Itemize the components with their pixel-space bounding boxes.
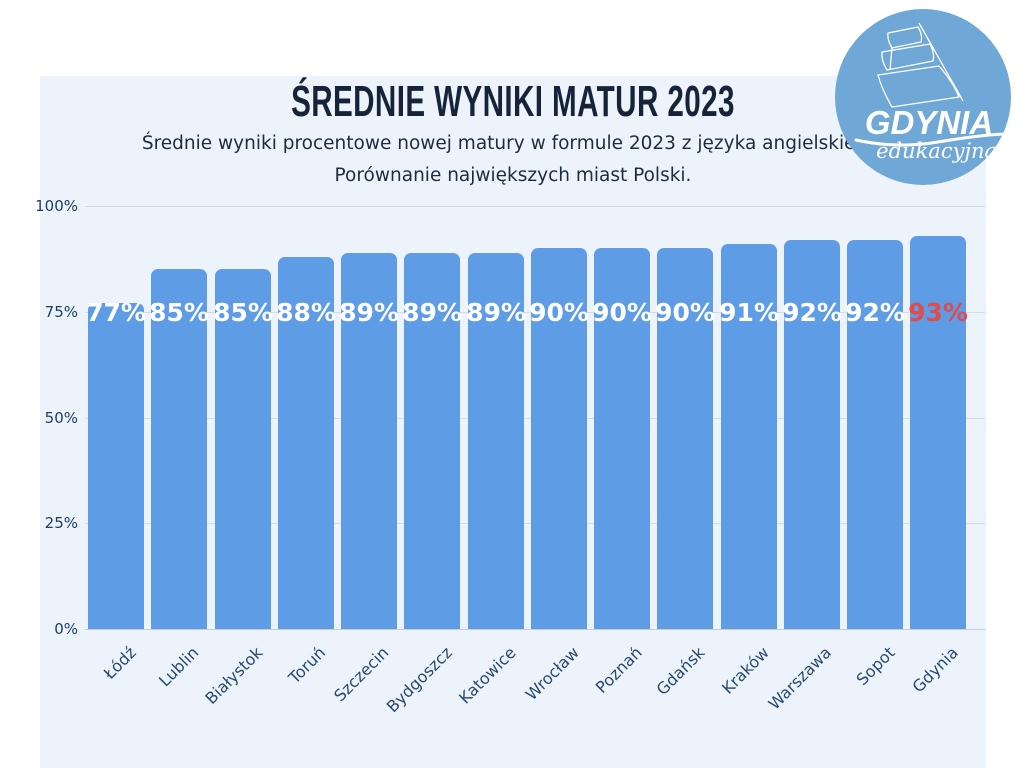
bar-value-label-wrocław: 90% bbox=[529, 298, 589, 327]
chart-panel: ŚREDNIE WYNIKI MATUR 2023 Średnie wyniki… bbox=[35, 76, 986, 768]
bar-białystok bbox=[215, 269, 271, 629]
x-axis-label-toruń: Toruń bbox=[285, 643, 330, 688]
bar-value-label-toruń: 88% bbox=[276, 298, 336, 327]
x-axis-label-łódź: Łódź bbox=[99, 643, 140, 683]
x-axis-label-wrocław: Wrocław bbox=[521, 643, 583, 705]
logo-wordmark: GDYNIA bbox=[865, 104, 993, 141]
bar-poznań bbox=[594, 248, 650, 629]
bar-value-label-kraków: 91% bbox=[719, 298, 779, 327]
y-axis-label-0pct: 0% bbox=[54, 620, 78, 638]
bar-wrocław bbox=[531, 248, 587, 629]
bar-lublin bbox=[151, 269, 207, 629]
bar-gdańsk bbox=[657, 248, 713, 629]
y-axis-label-50pct: 50% bbox=[44, 409, 78, 427]
bar-value-label-gdynia: 93% bbox=[908, 298, 968, 327]
bar-kraków bbox=[721, 244, 777, 629]
x-axis-label-lublin: Lublin bbox=[155, 643, 203, 691]
chart-title-text: ŚREDNIE WYNIKI MATUR 2023 bbox=[291, 78, 735, 127]
logo-tagline: edukacyjna bbox=[876, 139, 997, 163]
logo-circle bbox=[835, 9, 1011, 185]
bar-value-label-łódź: 77% bbox=[86, 298, 146, 327]
x-axis-label-poznań: Poznań bbox=[591, 643, 646, 697]
x-axis-label-bydgoszcz: Bydgoszcz bbox=[382, 643, 456, 717]
chart-subtitle: Średnie wyniki procentowe nowej matury w… bbox=[40, 128, 986, 192]
bar-gdynia bbox=[910, 236, 966, 629]
x-axis-label-sopot: Sopot bbox=[852, 643, 899, 690]
y-axis-label-75pct: 75% bbox=[44, 303, 78, 321]
x-axis-label-gdańsk: Gdańsk bbox=[652, 643, 709, 699]
x-axis-label-warszawa: Warszawa bbox=[765, 643, 836, 714]
x-axis-label-szczecin: Szczecin bbox=[330, 643, 393, 706]
subtitle-line-2: Porównanie największych miast Polski. bbox=[334, 165, 692, 186]
bar-łódź bbox=[88, 303, 144, 629]
bar-szczecin bbox=[341, 253, 397, 629]
x-axis-label-kraków: Kraków bbox=[717, 643, 773, 698]
bar-value-label-szczecin: 89% bbox=[339, 298, 399, 327]
bar-value-label-gdańsk: 90% bbox=[655, 298, 715, 327]
bar-value-label-poznań: 90% bbox=[592, 298, 652, 327]
page-title: ŚREDNIE WYNIKI MATUR 2023 bbox=[40, 78, 986, 126]
y-axis-label-25pct: 25% bbox=[44, 514, 78, 532]
subtitle-line-1: Średnie wyniki procentowe nowej matury w… bbox=[141, 133, 885, 154]
bar-value-label-sopot: 92% bbox=[845, 298, 905, 327]
bar-value-label-katowice: 89% bbox=[466, 298, 526, 327]
bar-toruń bbox=[278, 257, 334, 629]
x-axis-label-gdynia: Gdynia bbox=[908, 643, 962, 697]
bar-value-label-warszawa: 92% bbox=[782, 298, 842, 327]
x-axis-label-białystok: Białystok bbox=[201, 643, 267, 708]
bar-warszawa bbox=[784, 240, 840, 629]
x-axis-line bbox=[85, 629, 985, 630]
gdynia-logo: GDYNIA edukacyjna bbox=[834, 8, 1012, 186]
bar-value-label-białystok: 85% bbox=[213, 298, 273, 327]
bar-sopot bbox=[847, 240, 903, 629]
bar-bydgoszcz bbox=[404, 253, 460, 629]
y-axis-label-100pct: 100% bbox=[35, 197, 78, 215]
bar-katowice bbox=[468, 253, 524, 629]
gridline-100 bbox=[85, 206, 985, 207]
bar-value-label-bydgoszcz: 89% bbox=[402, 298, 462, 327]
bar-value-label-lublin: 85% bbox=[149, 298, 209, 327]
x-axis-label-katowice: Katowice bbox=[454, 643, 520, 708]
bar-chart: 0% 25% 50% 75% 100% 77% Łódź 85% Lublin 85% Białys… bbox=[35, 76, 986, 768]
logo-swoosh bbox=[854, 132, 1006, 147]
sailing-ship-icon bbox=[877, 22, 964, 108]
